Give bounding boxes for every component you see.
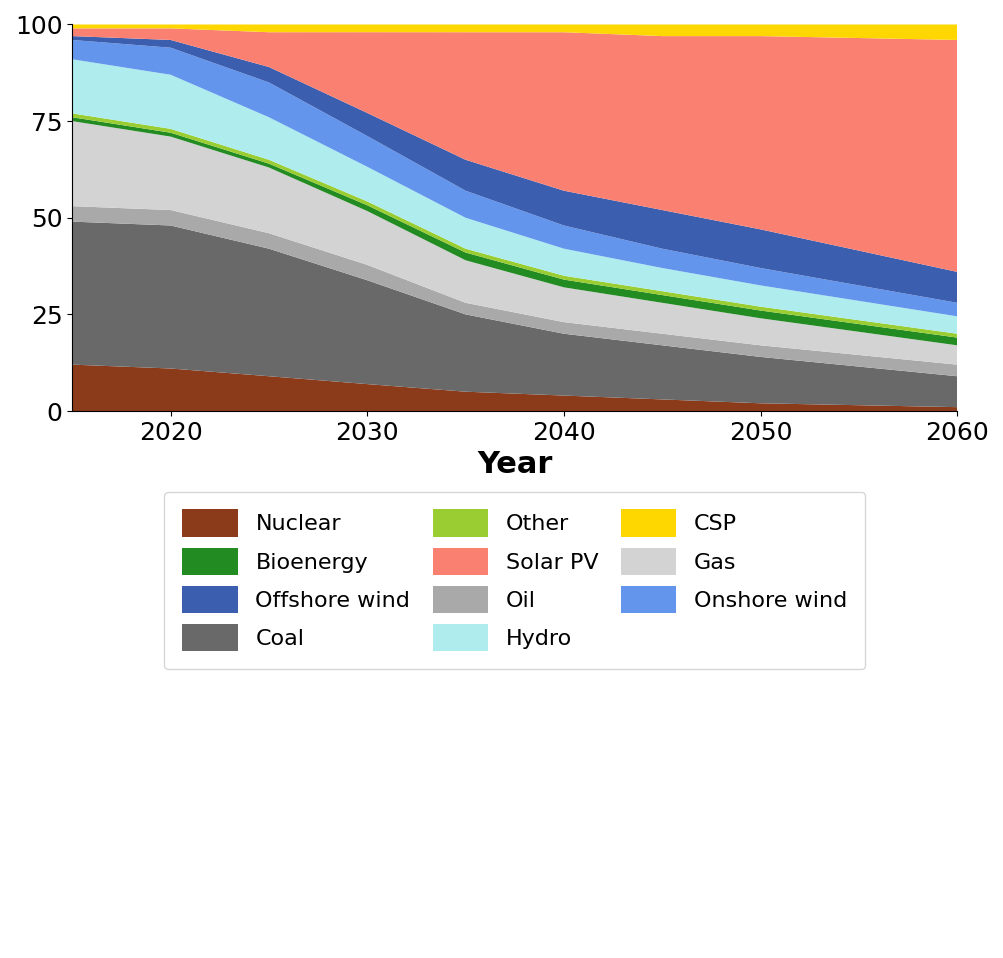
X-axis label: Year: Year <box>476 450 552 479</box>
Legend: Nuclear, Bioenergy, Offshore wind, Coal, Other, Solar PV, Oil, Hydro, CSP, Gas, : Nuclear, Bioenergy, Offshore wind, Coal,… <box>164 491 865 669</box>
